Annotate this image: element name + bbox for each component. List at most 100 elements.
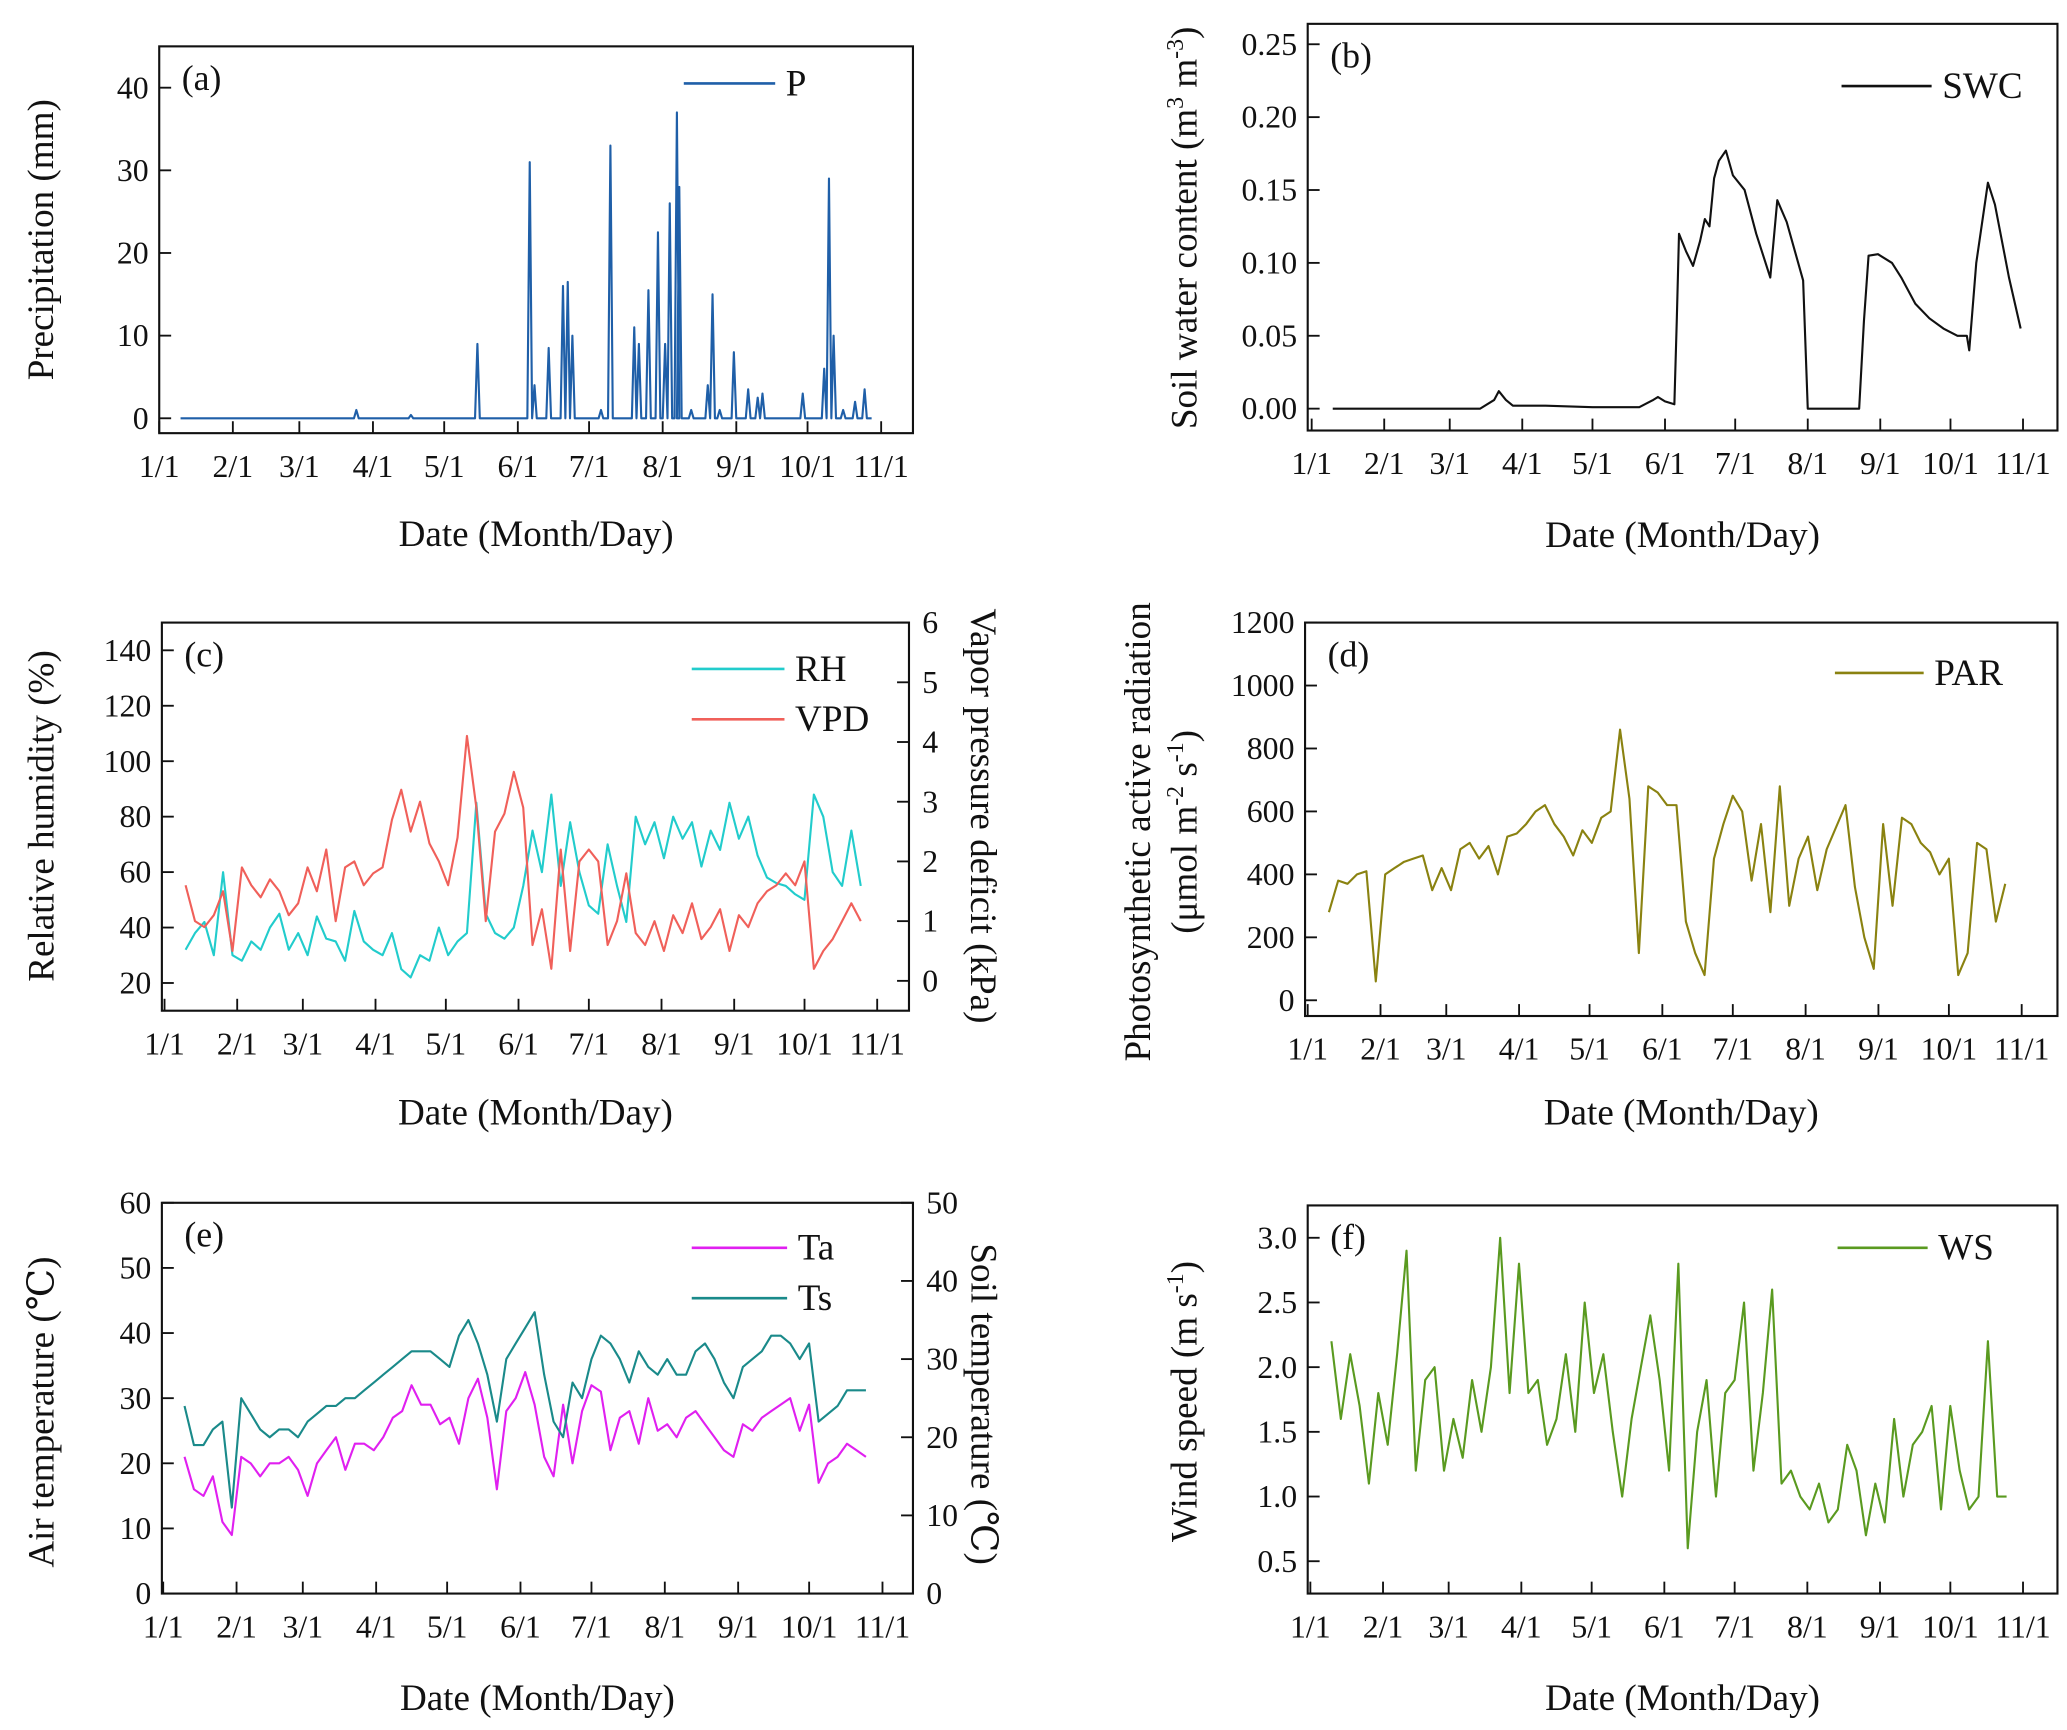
x-tick-label: 7/1 — [1712, 1032, 1753, 1067]
x-tick-label: 6/1 — [500, 1609, 541, 1644]
y-tick-label: 60 — [119, 1185, 151, 1220]
series-line-par — [1327, 728, 2007, 983]
x-tick-label: 6/1 — [498, 449, 539, 484]
legend-label-vpd: VPD — [795, 699, 869, 740]
x-tick-label: 8/1 — [642, 449, 683, 484]
x-tick-label: 11/1 — [1995, 1609, 2050, 1644]
y-tick-label: 1200 — [1231, 605, 1295, 640]
y-tick-label: 30 — [119, 1381, 151, 1416]
series-line-ws — [1330, 1236, 2007, 1550]
x-tick-label: 7/1 — [569, 449, 610, 484]
x-tick-label: 3/1 — [283, 1026, 324, 1061]
y-tick-label: 60 — [119, 855, 151, 890]
y-tick-label: 400 — [1247, 857, 1295, 892]
plot-frame — [1306, 1204, 2059, 1595]
x-tick-label: 6/1 — [1642, 1032, 1683, 1067]
y-tick-label: 0.15 — [1241, 173, 1297, 208]
y-right-tick-label: 3 — [922, 784, 938, 819]
x-tick-label: 10/1 — [781, 1609, 838, 1644]
legend-label-rh: RH — [795, 649, 847, 690]
x-tick-label: 4/1 — [355, 1026, 396, 1061]
x-tick-label: 10/1 — [1922, 1609, 1979, 1644]
x-tick-label: 10/1 — [779, 449, 836, 484]
y-right-tick-label: 1 — [922, 904, 938, 939]
x-tick-label: 7/1 — [1715, 446, 1756, 481]
y-tick-label: 140 — [104, 633, 152, 668]
y-tick-label: 800 — [1247, 731, 1295, 766]
label-segment: m — [1164, 59, 1205, 97]
x-axis-label: Date (Month/Day) — [399, 514, 674, 555]
x-tick-label: 5/1 — [424, 449, 465, 484]
y-axis-label: Air temperature (℃) — [21, 1256, 62, 1567]
series-line-ta — [183, 1371, 867, 1537]
y-tick-label: 20 — [119, 966, 151, 1001]
x-tick-label: 2/1 — [216, 1609, 257, 1644]
label-segment: Photosynthetic active radiation — [1118, 602, 1159, 1061]
superscript: -3 — [1163, 39, 1189, 59]
superscript: -1 — [1163, 742, 1189, 762]
y-tick-label: 0 — [135, 1576, 151, 1611]
label-segment: Soil water content (m — [1164, 109, 1205, 429]
y-tick-label: 10 — [119, 1511, 151, 1546]
y-tick-label: 30 — [117, 153, 149, 188]
y-tick-label: 3.0 — [1257, 1220, 1297, 1255]
plot-frame — [158, 45, 915, 435]
y-right-tick-label: 0 — [926, 1576, 942, 1611]
label-segment: ) — [1164, 730, 1205, 742]
y-tick-label: 2.0 — [1257, 1350, 1297, 1385]
x-axis-label: Date (Month/Day) — [1544, 1093, 1819, 1134]
x-tick-label: 9/1 — [1860, 1609, 1901, 1644]
y-tick-label: 0.20 — [1241, 100, 1297, 135]
y-right-tick-label: 50 — [926, 1185, 958, 1220]
y-right-tick-label: 20 — [926, 1420, 958, 1455]
chart-panel-b: 1/1 2/1 3/1 4/1 5/1 6/1 7/1 8/1 9/1 10/1 11/1 0.00 0… — [1163, 22, 2059, 556]
x-tick-label: 7/1 — [569, 1026, 610, 1061]
y-right-tick-label: 5 — [922, 665, 938, 700]
y-tick-label: 0.00 — [1241, 391, 1297, 426]
y-axis-label-units: (μmol m-2 s-1) — [1163, 730, 1205, 934]
y-right-tick-label: 0 — [922, 963, 938, 998]
x-tick-label: 2/1 — [1360, 1032, 1401, 1067]
label-segment: Precipitation (mm) — [21, 99, 62, 380]
x-tick-label: 2/1 — [1364, 446, 1405, 481]
x-tick-label: 10/1 — [1921, 1032, 1978, 1067]
y-tick-label: 20 — [117, 236, 149, 271]
x-tick-label: 11/1 — [854, 449, 909, 484]
x-tick-label: 7/1 — [571, 1609, 612, 1644]
y-tick-label: 1.0 — [1257, 1479, 1297, 1514]
y-tick-label: 1.5 — [1257, 1414, 1297, 1449]
x-tick-label: 1/1 — [144, 1026, 185, 1061]
series-line-rh — [184, 793, 862, 979]
y-axis-label: Soil water content (m3 m-3) — [1163, 27, 1205, 429]
x-tick-label: 3/1 — [1429, 446, 1470, 481]
x-tick-label: 9/1 — [714, 1026, 755, 1061]
x-tick-label: 5/1 — [427, 1609, 468, 1644]
y-tick-label: 0.10 — [1241, 245, 1297, 280]
x-tick-label: 6/1 — [1645, 446, 1686, 481]
x-tick-label: 2/1 — [1363, 1609, 1404, 1644]
x-tick-label: 5/1 — [426, 1026, 467, 1061]
superscript: 3 — [1163, 97, 1189, 109]
panel-tag: (d) — [1328, 634, 1370, 674]
x-tick-label: 1/1 — [139, 449, 180, 484]
y-axis-label: Wind speed (m s-1) — [1163, 1261, 1205, 1542]
x-tick-label: 5/1 — [1571, 1609, 1612, 1644]
y-tick-label: 2.5 — [1257, 1285, 1297, 1320]
x-tick-label: 2/1 — [217, 1026, 258, 1061]
x-tick-label: 4/1 — [1502, 446, 1543, 481]
plot-frame — [1303, 621, 2059, 1018]
series-line-ts — [183, 1311, 866, 1509]
y-right-tick-label: 30 — [926, 1342, 958, 1377]
x-tick-label: 4/1 — [356, 1609, 397, 1644]
x-axis-label: Date (Month/Day) — [398, 1093, 673, 1134]
x-tick-label: 9/1 — [716, 449, 757, 484]
superscript: -2 — [1163, 786, 1189, 806]
chart-panel-e: 1/1 2/1 3/1 4/1 5/1 6/1 7/1 8/1 9/1 10/1 11/1 0 10 20… — [21, 1185, 1003, 1719]
x-tick-label: 3/1 — [279, 449, 320, 484]
x-tick-label: 5/1 — [1569, 1032, 1610, 1067]
x-tick-label: 2/1 — [213, 449, 254, 484]
x-tick-label: 1/1 — [1287, 1032, 1328, 1067]
x-tick-label: 8/1 — [641, 1026, 682, 1061]
x-tick-label: 8/1 — [1785, 1032, 1826, 1067]
x-tick-label: 6/1 — [1644, 1609, 1685, 1644]
